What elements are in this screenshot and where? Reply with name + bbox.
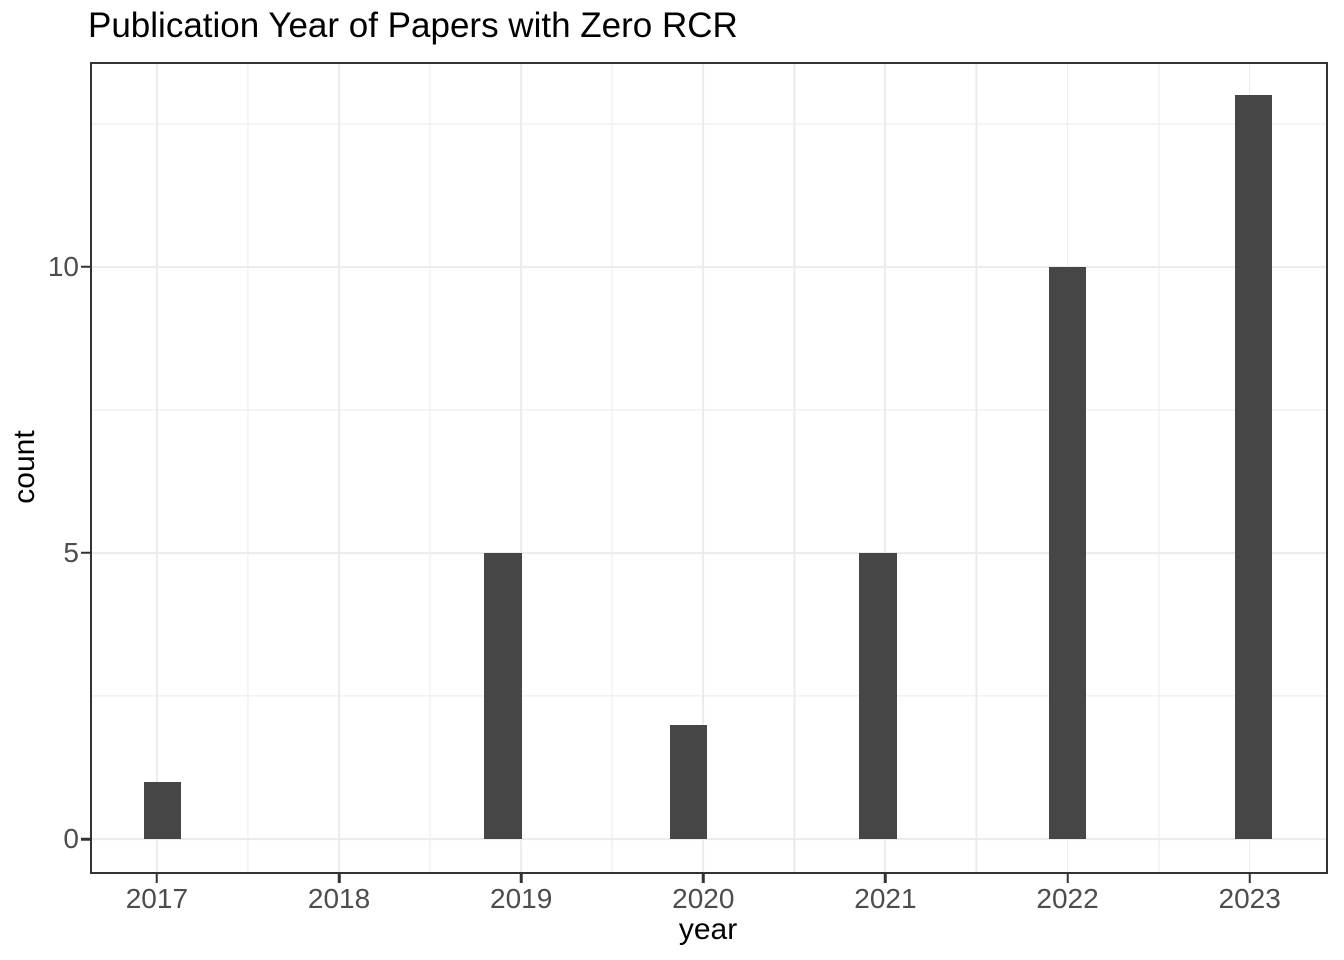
y-axis-title: count — [8, 430, 41, 504]
x-axis-title: year — [678, 913, 738, 946]
x-tick-mark — [1248, 874, 1251, 883]
x-tick-label: 2019 — [489, 883, 553, 914]
y-tick-mark — [80, 551, 90, 555]
x-tick-label: 2023 — [1218, 883, 1281, 914]
y-tick-mark — [80, 837, 90, 841]
x-tick-label: 2021 — [854, 883, 917, 914]
x-tick-label: 2020 — [672, 883, 735, 914]
x-tick-mark — [1066, 874, 1069, 883]
y-tick-mark — [80, 265, 90, 269]
x-tick-mark — [155, 874, 159, 883]
y-tick-label: 5 — [63, 536, 79, 568]
panel-border — [89, 62, 1328, 874]
x-tick-mark — [884, 874, 887, 883]
x-tick-label: 2022 — [1036, 883, 1099, 914]
y-tick-label: 0 — [63, 823, 79, 855]
x-tick-label: 2017 — [125, 883, 189, 914]
x-tick-mark — [337, 874, 341, 883]
chart-title: Publication Year of Papers with Zero RCR — [88, 6, 738, 45]
x-tick-mark — [519, 874, 523, 883]
y-tick-label: 10 — [47, 250, 79, 282]
x-tick-mark — [702, 874, 705, 883]
x-tick-label: 2018 — [307, 883, 371, 914]
